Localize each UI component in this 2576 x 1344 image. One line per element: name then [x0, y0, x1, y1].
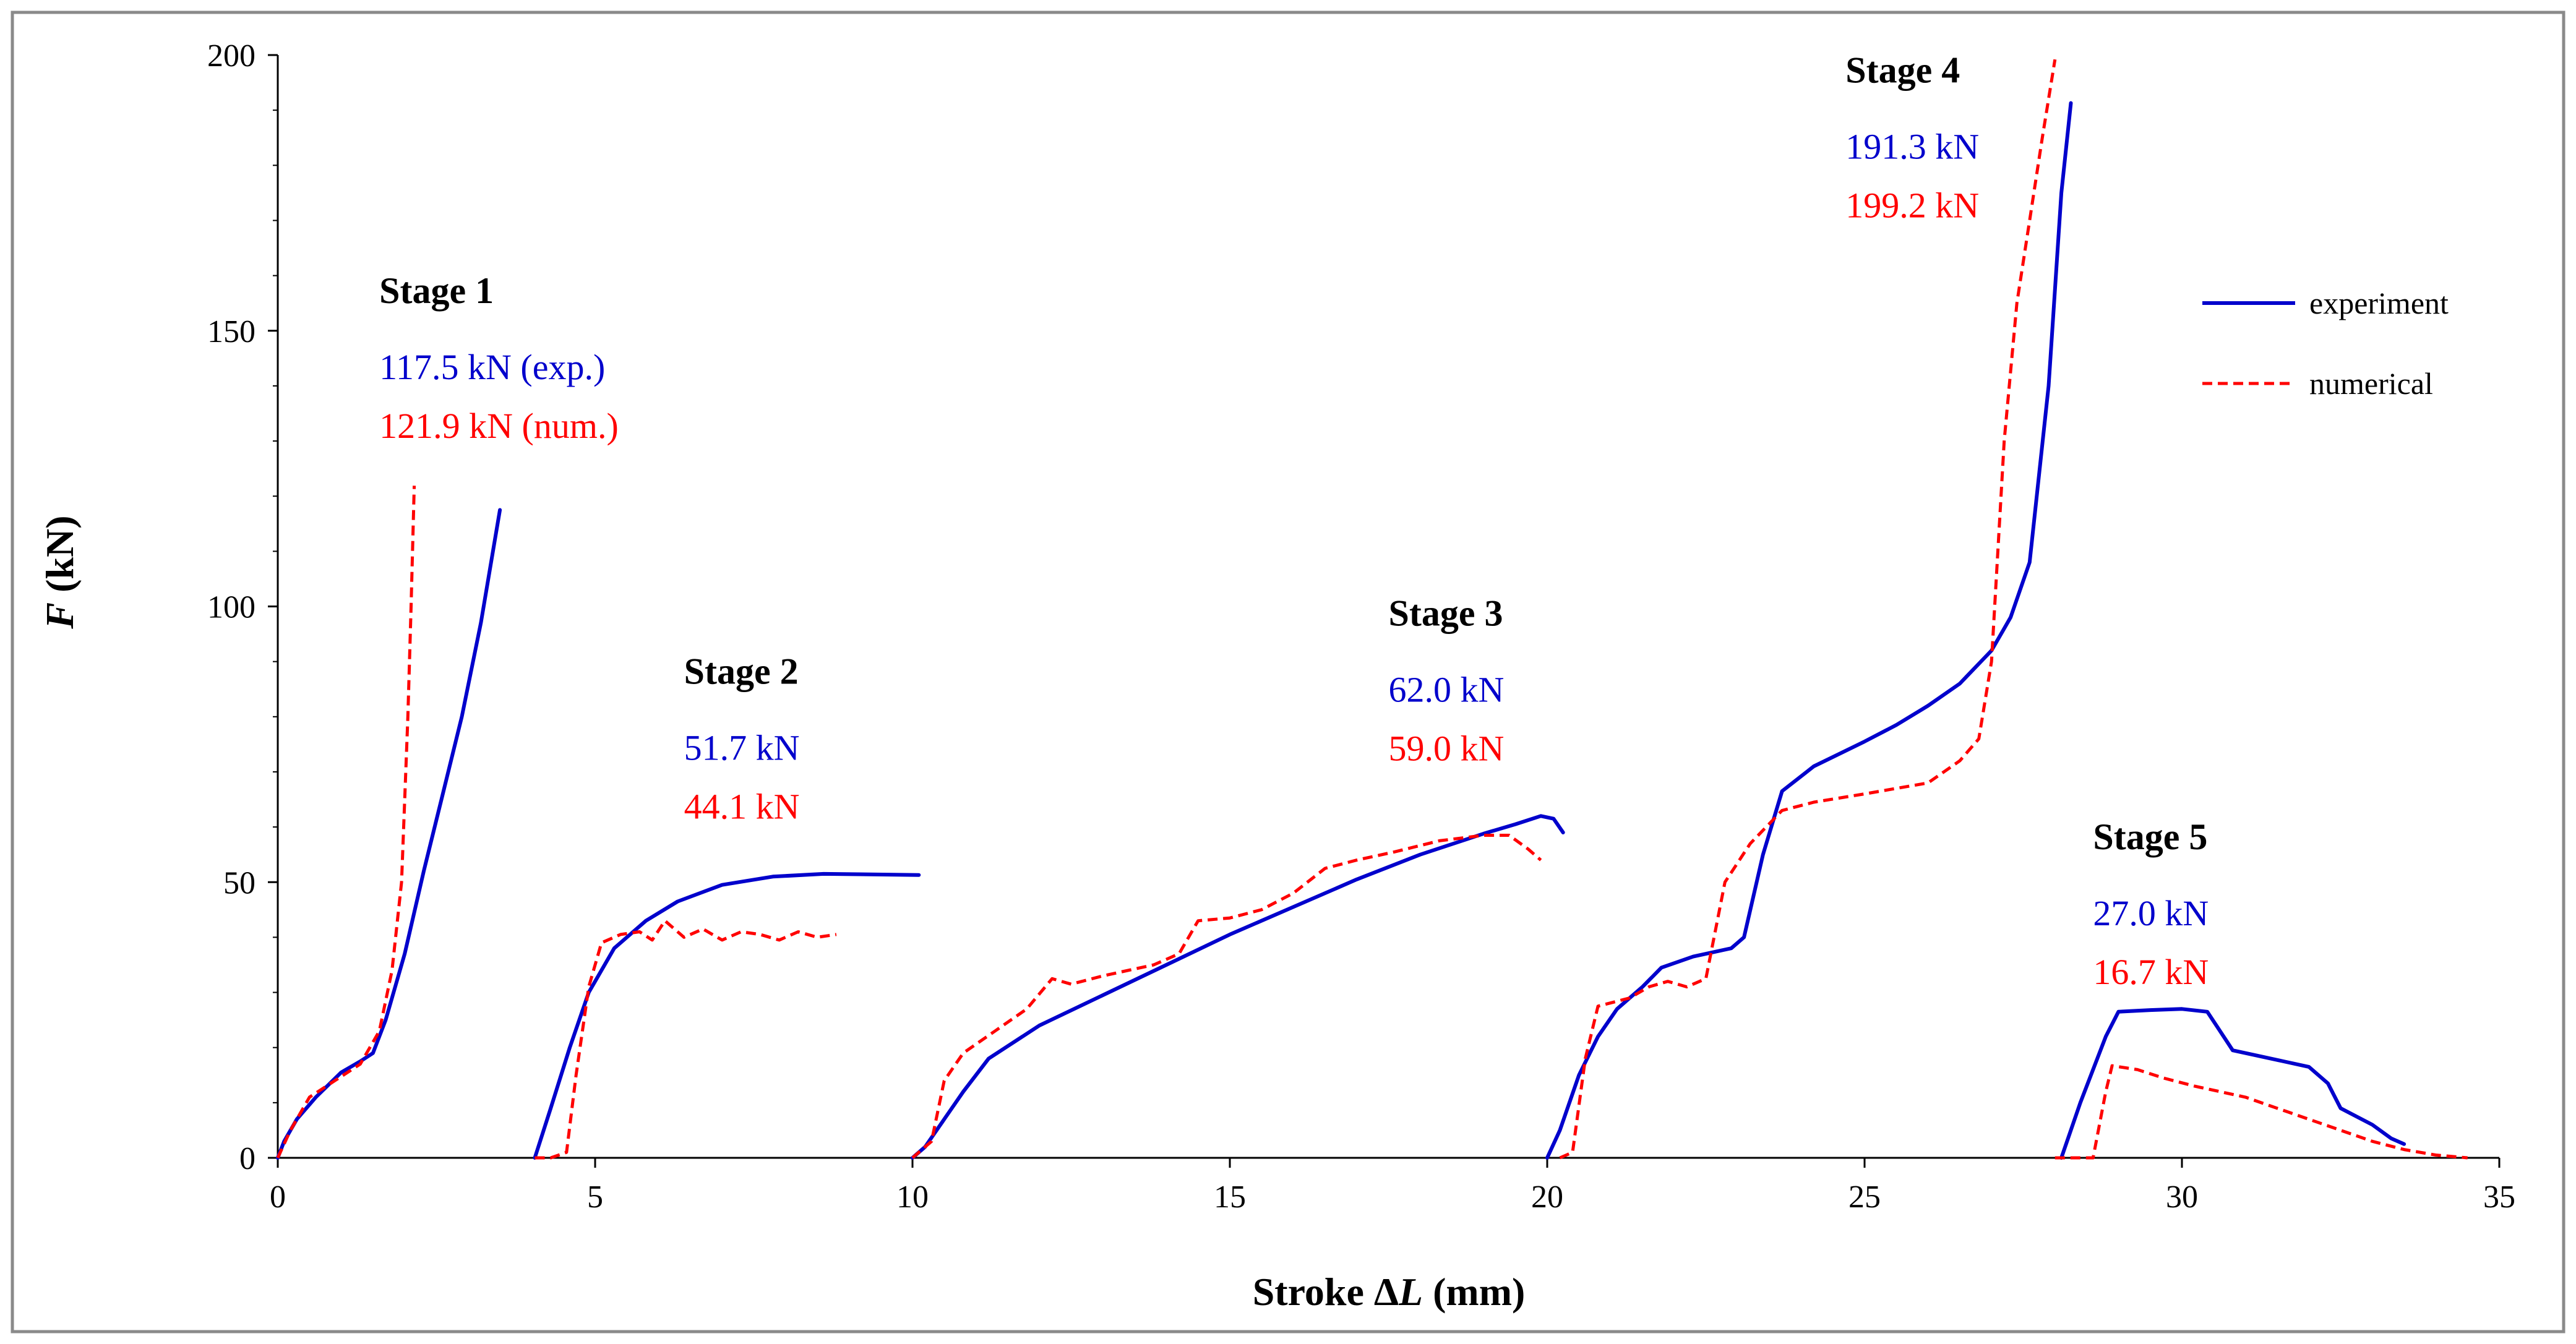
x-tick-label: 25	[1848, 1179, 1881, 1215]
stage-annotation-2: Stage 2 51.7 kN 44.1 kN	[684, 651, 800, 826]
series-line-numerical	[535, 919, 837, 1160]
stage-annotation-3: Stage 3 62.0 kN 59.0 kN	[1389, 593, 1505, 769]
series-line-numerical	[1559, 59, 2057, 1160]
stage-num-value: 59.0 kN	[1389, 729, 1505, 769]
stage-exp-value: 117.5 kN (exp.)	[379, 347, 605, 387]
x-tick-label: 10	[896, 1179, 929, 1215]
stage-annotation-5: Stage 5 27.0 kN 16.7 kN	[2093, 816, 2209, 992]
series-line-experiment	[911, 814, 1565, 1160]
y-tick-label: 150	[207, 314, 255, 349]
series-line-experiment	[2059, 1007, 2406, 1160]
stage-exp-value: 62.0 kN	[1389, 670, 1505, 710]
stage-exp-value: 51.7 kN	[684, 727, 800, 768]
x-tick-label: 20	[1531, 1179, 1563, 1215]
figure-border	[11, 11, 2565, 1333]
series-layer	[276, 59, 2468, 1160]
stage-title: Stage 4	[1845, 50, 1960, 91]
series-line-numerical	[911, 834, 1542, 1159]
stage-annotation-4: Stage 4 191.3 kN 199.2 kN	[1845, 50, 1979, 226]
x-tick-label: 15	[1214, 1179, 1246, 1215]
x-tick-label: 35	[2483, 1179, 2515, 1215]
legend-label-numerical: numerical	[2309, 366, 2433, 401]
stage-num-value: 16.7 kN	[2093, 952, 2209, 992]
x-tick-label: 0	[270, 1179, 286, 1215]
series-line-numerical	[276, 486, 416, 1159]
series-line-experiment	[1545, 101, 2073, 1160]
legend: experiment numerical	[2202, 286, 2449, 401]
y-tick-label: 50	[223, 865, 255, 901]
x-tick-label: 30	[2166, 1179, 2198, 1215]
x-tick-label: 5	[587, 1179, 603, 1215]
series-line-numerical	[2054, 1064, 2468, 1160]
stage-title: Stage 1	[379, 270, 494, 311]
stage-num-value: 199.2 kN	[1845, 186, 1979, 226]
y-tick-label: 100	[207, 590, 255, 625]
y-tick-label: 200	[207, 38, 255, 74]
y-tick-label: 0	[239, 1141, 255, 1176]
ticks: 0 50 100 150 200 0 5 10 15 20 25 30 35	[207, 38, 2515, 1215]
stage-title: Stage 5	[2093, 816, 2207, 857]
stage-annotation-1: Stage 1 117.5 kN (exp.) 121.9 kN (num.)	[379, 270, 619, 446]
legend-label-experiment: experiment	[2309, 286, 2449, 320]
stage-exp-value: 191.3 kN	[1845, 127, 1979, 167]
stage-exp-value: 27.0 kN	[2093, 893, 2209, 933]
stage-num-value: 121.9 kN (num.)	[379, 406, 619, 446]
series-line-experiment	[533, 871, 921, 1160]
stage-num-value: 44.1 kN	[684, 786, 800, 826]
x-axis-title: Stroke ΔL (mm)	[1253, 1270, 1526, 1314]
stage-title: Stage 2	[684, 651, 799, 691]
stage-title: Stage 3	[1389, 593, 1503, 634]
y-axis-title: F (kN)	[38, 515, 82, 629]
